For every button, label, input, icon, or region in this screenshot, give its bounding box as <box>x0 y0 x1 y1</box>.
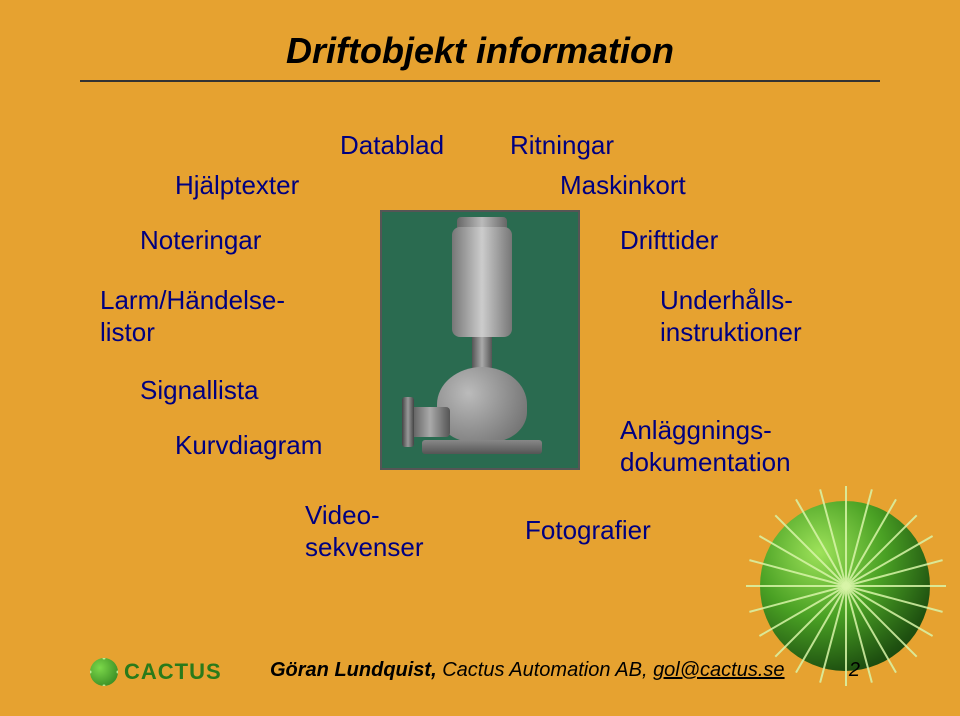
page-number: 2 <box>849 659 860 682</box>
label-hjalptexter: Hjälptexter <box>175 170 299 201</box>
footer: CACTUS Göran Lundquist, Cactus Automatio… <box>0 636 960 696</box>
label-underhall-line1: Underhålls- <box>660 285 793 316</box>
label-video-line1: Video- <box>305 500 380 531</box>
label-noteringar: Noteringar <box>140 225 261 256</box>
pump-image <box>380 210 580 470</box>
label-maskinkort: Maskinkort <box>560 170 686 201</box>
logo: CACTUS <box>90 658 222 686</box>
cactus-spike <box>846 585 946 587</box>
cactus-spike <box>746 585 846 587</box>
label-larm-line2: listor <box>100 317 155 348</box>
logo-text: CACTUS <box>124 659 222 685</box>
pump-motor <box>452 227 512 337</box>
title-underline <box>80 80 880 82</box>
label-underhall-line2: instruktioner <box>660 317 802 348</box>
label-datablad: Datablad <box>340 130 444 161</box>
footer-text: Göran Lundquist, Cactus Automation AB, g… <box>270 659 785 682</box>
footer-author: Göran Lundquist, <box>270 659 437 681</box>
pump-volute <box>437 367 527 442</box>
footer-company: Cactus Automation AB, <box>437 659 653 681</box>
label-signallista: Signallista <box>140 375 259 406</box>
label-video-line2: sekvenser <box>305 532 424 563</box>
label-larm-line1: Larm/Händelse- <box>100 285 285 316</box>
label-anlaggning-line2: dokumentation <box>620 447 791 478</box>
slide-title: Driftobjekt information <box>0 30 960 72</box>
label-kurvdiagram: Kurvdiagram <box>175 430 322 461</box>
label-anlaggning-line1: Anläggnings- <box>620 415 772 446</box>
label-drifttider: Drifttider <box>620 225 718 256</box>
cactus-icon <box>90 658 118 686</box>
cactus-spike <box>845 486 847 586</box>
pump-base <box>422 440 542 454</box>
label-ritningar: Ritningar <box>510 130 614 161</box>
label-fotografier: Fotografier <box>525 515 651 546</box>
footer-email: gol@cactus.se <box>653 659 784 681</box>
pump-flange <box>402 397 414 447</box>
pump-inlet <box>410 407 450 437</box>
